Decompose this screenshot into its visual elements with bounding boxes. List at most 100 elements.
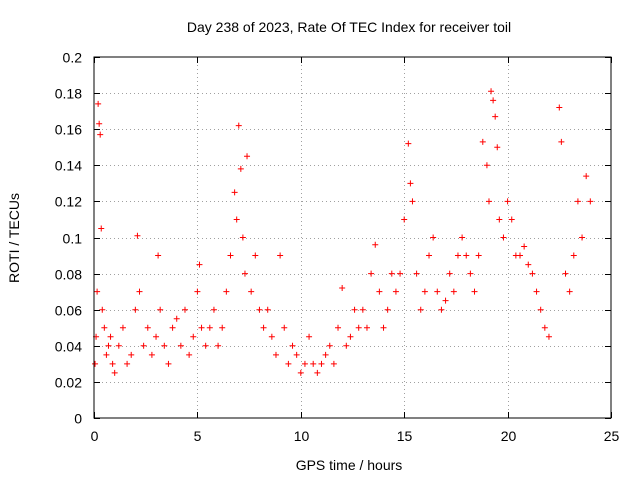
data-point	[322, 351, 329, 358]
y-tick-label: 0.12	[55, 194, 82, 210]
data-point	[475, 252, 482, 259]
data-point	[545, 333, 552, 340]
data-point	[239, 234, 246, 241]
data-point	[289, 342, 296, 349]
data-point	[215, 342, 222, 349]
data-point	[306, 333, 313, 340]
data-point	[496, 216, 503, 223]
grid	[94, 57, 611, 418]
data-point	[562, 270, 569, 277]
data-point	[359, 306, 366, 313]
data-point	[401, 216, 408, 223]
data-point	[454, 252, 461, 259]
data-point	[235, 122, 242, 129]
data-point	[583, 173, 590, 180]
data-point	[119, 324, 126, 331]
data-point	[326, 342, 333, 349]
data-point	[463, 252, 470, 259]
data-point	[471, 288, 478, 295]
data-point	[281, 324, 288, 331]
data-point	[297, 369, 304, 376]
data-point	[485, 198, 492, 205]
data-point	[96, 120, 103, 127]
data-point	[426, 252, 433, 259]
data-point	[161, 342, 168, 349]
chart-title: Day 238 of 2023, Rate Of TEC Index for r…	[187, 19, 511, 35]
data-point	[115, 342, 122, 349]
data-point	[446, 270, 453, 277]
data-point	[570, 252, 577, 259]
data-point	[268, 333, 275, 340]
data-point	[459, 234, 466, 241]
data-point	[155, 252, 162, 259]
data-point	[210, 306, 217, 313]
data-point	[330, 360, 337, 367]
data-point	[92, 360, 99, 367]
data-point	[153, 333, 160, 340]
data-point	[541, 324, 548, 331]
data-point	[479, 138, 486, 145]
data-point	[355, 324, 362, 331]
data-point	[339, 285, 346, 292]
data-point	[109, 360, 116, 367]
x-tick-label: 10	[294, 428, 310, 444]
data-point	[148, 351, 155, 358]
data-point	[587, 198, 594, 205]
data-point	[556, 104, 563, 111]
data-point	[417, 306, 424, 313]
data-point	[157, 306, 164, 313]
y-tick-label: 0	[74, 411, 82, 427]
data-point	[442, 297, 449, 304]
data-point	[413, 270, 420, 277]
y-tick-label: 0.18	[55, 86, 82, 102]
data-point	[227, 252, 234, 259]
data-point	[244, 153, 251, 160]
y-axis-label: ROTI / TECUs	[6, 193, 22, 283]
x-axis-label: GPS time / hours	[296, 457, 403, 473]
data-point	[430, 234, 437, 241]
data-point	[107, 333, 114, 340]
data-point	[105, 342, 112, 349]
y-tick-label: 0.1	[63, 231, 83, 247]
data-point	[490, 97, 497, 104]
data-point	[223, 288, 230, 295]
plot-frame	[93, 56, 612, 419]
data-point	[237, 165, 244, 172]
data-point	[293, 351, 300, 358]
data-point	[343, 342, 350, 349]
data-point	[314, 369, 321, 376]
data-point	[525, 261, 532, 268]
y-tick-label: 0.2	[63, 50, 83, 66]
data-point	[405, 140, 412, 147]
data-point	[301, 360, 308, 367]
data-point	[97, 131, 104, 138]
data-point	[181, 306, 188, 313]
data-point	[103, 351, 110, 358]
x-tick-label: 15	[397, 428, 413, 444]
data-point	[194, 288, 201, 295]
data-point	[376, 288, 383, 295]
data-point	[285, 360, 292, 367]
y-tick-label: 0.02	[55, 375, 82, 391]
data-point	[260, 324, 267, 331]
data-point	[198, 324, 205, 331]
y-tick-label: 0.06	[55, 303, 82, 319]
data-point	[99, 306, 106, 313]
data-point	[537, 306, 544, 313]
data-point	[372, 241, 379, 248]
data-point	[144, 324, 151, 331]
data-point	[421, 288, 428, 295]
x-tick-label: 25	[604, 428, 620, 444]
data-point	[318, 360, 325, 367]
data-points	[92, 88, 594, 376]
x-tick-label: 5	[194, 428, 202, 444]
data-point	[384, 306, 391, 313]
data-point	[219, 324, 226, 331]
data-point	[450, 288, 457, 295]
y-tick-label: 0.04	[55, 339, 82, 355]
data-point	[111, 369, 118, 376]
data-point	[241, 270, 248, 277]
data-point	[98, 225, 105, 232]
data-point	[438, 306, 445, 313]
